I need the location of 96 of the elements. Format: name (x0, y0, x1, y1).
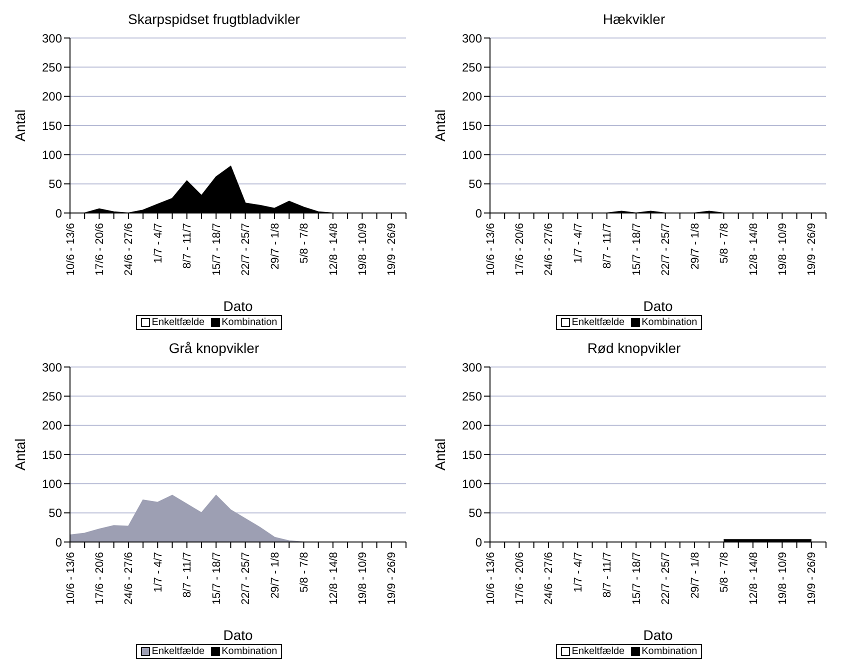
y-tick-label: 150 (42, 118, 62, 133)
x-tick-label: 8/7 - 11/7 (602, 552, 614, 598)
x-tick-label: 24/6 - 27/6 (123, 552, 136, 605)
x-tick-label: 15/7 - 18/7 (210, 223, 223, 276)
x-axis-title: Dato (223, 627, 253, 643)
x-tick-label: 5/8 - 7/8 (718, 223, 731, 264)
y-tick-label: 300 (462, 31, 482, 46)
x-tick-label: 22/7 - 25/7 (660, 552, 672, 605)
x-tick-label: 5/8 - 7/8 (298, 223, 311, 264)
x-axis-title: Dato (223, 298, 253, 314)
y-tick-label: 250 (462, 60, 482, 74)
y-axis-title: Antal (432, 438, 448, 470)
legend-label: Kombination (640, 646, 698, 657)
y-tick-label: 0 (55, 206, 62, 220)
x-tick-label: 19/9 - 26/9 (806, 552, 818, 605)
x-tick-label: 19/8 - 10/9 (356, 223, 369, 276)
y-tick-label: 100 (462, 148, 482, 162)
y-tick-label: 200 (42, 90, 62, 104)
x-tick-label: 29/7 - 1/8 (689, 552, 702, 598)
x-tick-label: 19/8 - 10/9 (356, 552, 369, 605)
y-tick-label: 250 (42, 389, 62, 404)
x-tick-label: 12/8 - 14/8 (328, 552, 340, 605)
x-tick-label: 1/7 - 4/7 (152, 223, 164, 264)
x-tick-label: 12/8 - 14/8 (748, 223, 760, 276)
y-axis-title: Antal (432, 110, 448, 142)
x-tick-label: 8/7 - 11/7 (182, 552, 194, 598)
x-tick-label: 24/6 - 27/6 (543, 552, 556, 605)
x-tick-label: 22/7 - 25/7 (240, 552, 252, 605)
x-tick-label: 24/6 - 27/6 (123, 223, 136, 276)
x-tick-label: 17/6 - 20/6 (514, 223, 526, 276)
x-tick-label: 1/7 - 4/7 (572, 552, 584, 592)
y-axis-title: Antal (12, 438, 28, 470)
y-axis-title: Antal (12, 110, 28, 142)
x-tick-label: 17/6 - 20/6 (514, 552, 526, 605)
y-tick-label: 250 (42, 60, 62, 74)
chart-title: Grå knopvikler (168, 339, 260, 358)
y-tick-label: 150 (462, 448, 482, 462)
x-tick-label: 19/8 - 10/9 (776, 552, 789, 605)
y-tick-label: 0 (475, 206, 482, 220)
x-tick-label: 15/7 - 18/7 (630, 223, 643, 276)
y-tick-label: 0 (475, 535, 482, 550)
legend-label: Enkeltfælde (570, 646, 625, 657)
y-tick-label: 200 (462, 418, 482, 433)
x-tick-label: 19/8 - 10/9 (776, 223, 789, 276)
x-tick-label: 19/9 - 26/9 (386, 223, 398, 276)
x-axis-title: Dato (643, 627, 673, 643)
x-tick-label: 10/6 - 13/6 (64, 552, 77, 605)
y-tick-label: 300 (462, 360, 482, 374)
legend-label: Enkeltfælde (150, 646, 205, 657)
chart-title: Hækvikler (602, 10, 666, 29)
y-tick-label: 250 (462, 389, 482, 404)
x-tick-label: 5/8 - 7/8 (718, 552, 731, 592)
y-tick-label: 150 (462, 118, 482, 133)
x-tick-label: 29/7 - 1/8 (269, 552, 282, 598)
y-tick-label: 50 (468, 506, 482, 520)
y-tick-label: 300 (42, 360, 62, 374)
legend-label: Enkeltfælde (570, 317, 625, 328)
y-tick-label: 200 (462, 90, 482, 104)
chart-title: Skarpspidset frugtbladvikler (127, 10, 301, 29)
y-tick-label: 100 (42, 148, 62, 162)
x-tick-label: 19/9 - 26/9 (386, 552, 398, 605)
x-tick-label: 19/9 - 26/9 (806, 223, 818, 276)
x-tick-label: 10/6 - 13/6 (484, 223, 497, 276)
y-tick-label: 150 (42, 448, 62, 462)
x-tick-label: 5/8 - 7/8 (298, 552, 311, 592)
x-tick-label: 22/7 - 25/7 (660, 223, 672, 276)
x-tick-label: 8/7 - 11/7 (182, 223, 194, 269)
chart-title: Rød knopvikler (586, 339, 682, 358)
legend-label: Kombination (220, 646, 278, 657)
legend-label: Enkeltfælde (150, 317, 205, 328)
x-tick-label: 24/6 - 27/6 (543, 223, 556, 276)
y-tick-label: 100 (42, 476, 62, 491)
x-tick-label: 17/6 - 20/6 (94, 223, 106, 276)
legend-label: Kombination (220, 317, 278, 328)
x-tick-label: 1/7 - 4/7 (152, 552, 164, 592)
legend-label: Kombination (640, 317, 698, 328)
x-tick-label: 22/7 - 25/7 (240, 223, 252, 276)
x-tick-label: 17/6 - 20/6 (94, 552, 106, 605)
y-tick-label: 50 (48, 506, 62, 520)
x-axis-title: Dato (643, 298, 673, 314)
y-tick-label: 200 (42, 418, 62, 433)
x-tick-label: 10/6 - 13/6 (484, 552, 497, 605)
x-tick-label: 12/8 - 14/8 (748, 552, 760, 605)
x-tick-label: 10/6 - 13/6 (64, 223, 77, 276)
x-tick-label: 15/7 - 18/7 (630, 552, 643, 605)
x-tick-label: 1/7 - 4/7 (572, 223, 584, 264)
x-tick-label: 15/7 - 18/7 (210, 552, 223, 605)
x-tick-label: 12/8 - 14/8 (328, 223, 340, 276)
y-tick-label: 50 (468, 177, 482, 192)
y-tick-label: 0 (55, 535, 62, 550)
x-tick-label: 8/7 - 11/7 (602, 223, 614, 269)
x-tick-label: 29/7 - 1/8 (269, 223, 282, 270)
x-tick-label: 29/7 - 1/8 (689, 223, 702, 270)
y-tick-label: 50 (48, 177, 62, 192)
y-tick-label: 300 (42, 31, 62, 46)
y-tick-label: 100 (462, 476, 482, 491)
